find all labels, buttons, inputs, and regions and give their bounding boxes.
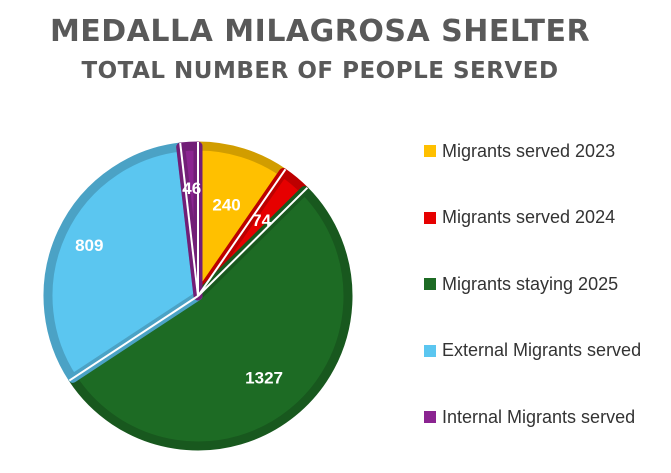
pie-slice	[68, 185, 353, 451]
data-label: 46	[182, 179, 201, 198]
chart-legend: Migrants served 2023 Migrants served 202…	[424, 140, 669, 473]
data-label: 1327	[245, 369, 283, 388]
legend-swatch	[424, 411, 436, 423]
legend-swatch	[424, 278, 436, 290]
slice-separator	[197, 186, 309, 297]
slice-separator	[68, 295, 199, 382]
legend-label: External Migrants served	[442, 340, 642, 360]
chart-title: MEDALLA MILAGROSA SHELTER	[49, 14, 591, 49]
legend-item: External Migrants served	[424, 340, 669, 362]
legend-label: Migrants served 2023	[442, 140, 616, 161]
legend-swatch	[424, 145, 436, 157]
legend-item: Internal Migrants served	[424, 406, 669, 428]
legend-item: Migrants served 2023	[424, 140, 669, 162]
slice-separator	[179, 142, 199, 297]
slice-separator	[197, 168, 287, 297]
legend-label: Internal Migrants served	[442, 406, 636, 427]
legend-swatch	[424, 211, 436, 224]
data-label: 240	[212, 195, 240, 214]
data-label: 74	[252, 211, 271, 230]
chart-subtitle: TOTAL NUMBER OF PEOPLE SERVED	[81, 58, 559, 84]
legend-swatch	[424, 344, 436, 357]
legend-item: Migrants staying 2025	[424, 273, 669, 295]
legend-label: Migrants staying 2025	[442, 273, 619, 294]
legend-item: Migrants served 2024	[424, 207, 669, 229]
data-label: 809	[75, 236, 103, 255]
legend-label: Migrants served 2024	[442, 207, 616, 227]
